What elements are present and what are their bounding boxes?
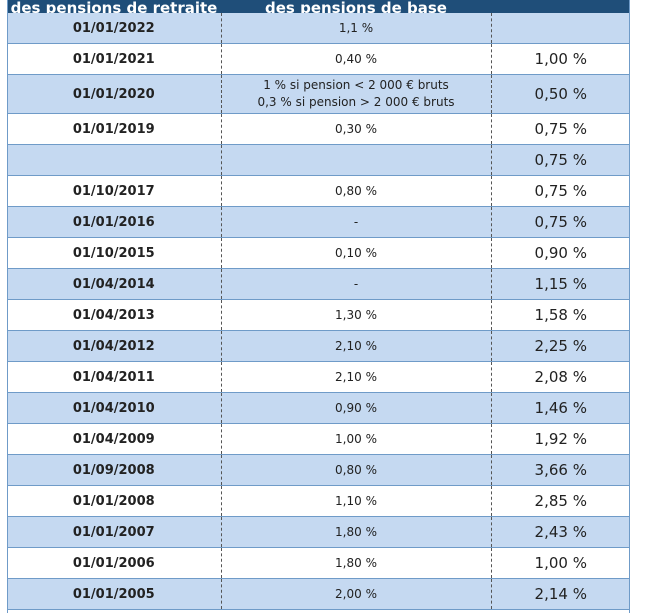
base-rate-cell: 0,80 % — [220, 175, 491, 207]
complementary-rate-cell: 2,08 % — [490, 361, 630, 393]
table-row: 01/01/2007 1,80 % 2,43 % — [7, 516, 630, 548]
base-rate-cell: 0,30 % — [220, 113, 491, 145]
date-cell: 01/04/2009 — [7, 423, 221, 455]
complementary-rate-cell: 0,75 % — [490, 144, 630, 176]
base-rate-cell: 1,80 % — [220, 516, 491, 548]
table-row: 01/09/2008 0,80 % 3,66 % — [7, 454, 630, 486]
table-row: 01/01/2020 1 % si pension < 2 000 € bruts… — [7, 74, 630, 114]
table-row: 01/01/2006 1,80 % 1,00 % — [7, 547, 630, 579]
date-cell: 01/01/2005 — [7, 578, 221, 610]
date-cell: 01/01/2020 — [7, 74, 221, 114]
table-row: 01/04/2009 1,00 % 1,92 % — [7, 423, 630, 455]
complementary-rate-cell: 0,75 % — [490, 206, 630, 238]
table-row: 01/01/2008 1,10 % 2,85 % — [7, 485, 630, 517]
complementary-rate-cell: 1,58 % — [490, 299, 630, 331]
base-rate-cell: 1,10 % — [220, 485, 491, 517]
table-row: 01/10/2015 0,10 % 0,90 % — [7, 237, 630, 269]
table-header-row: des pensions de retraite des pensions de… — [7, 0, 630, 13]
header-base: des pensions de base — [221, 0, 491, 13]
header-complementary — [491, 0, 630, 13]
table-row: 01/04/2014-1,15 % — [7, 268, 630, 300]
complementary-rate-cell: 1,00 % — [490, 547, 630, 579]
revaluation-table: des pensions de retraite des pensions de… — [7, 0, 630, 610]
table-row: 01/04/2011 2,10 % 2,08 % — [7, 361, 630, 393]
table-row: 01/01/2022 1,1 % — [7, 13, 630, 44]
table-row: 01/01/2021 0,40 % 1,00 % — [7, 43, 630, 75]
base-rate-cell: 1,80 % — [220, 547, 491, 579]
complementary-rate-cell: 2,25 % — [490, 330, 630, 362]
date-cell: 01/01/2016 — [7, 206, 221, 238]
complementary-rate-cell: 1,00 % — [490, 43, 630, 75]
date-cell: 01/01/2022 — [7, 13, 221, 44]
base-rate-cell: 2,00 % — [220, 578, 491, 610]
base-rate-cell: 1,00 % — [220, 423, 491, 455]
base-rate-cell — [220, 144, 491, 176]
date-cell: 01/01/2008 — [7, 485, 221, 517]
date-cell: 01/10/2017 — [7, 175, 221, 207]
table-row: 01/01/2005 2,00 % 2,14 % — [7, 578, 630, 610]
complementary-rate-cell — [490, 13, 630, 44]
base-rate-cell: 1,1 % — [220, 13, 491, 44]
date-cell: 01/04/2013 — [7, 299, 221, 331]
complementary-rate-cell: 1,92 % — [490, 423, 630, 455]
table-row: 01/01/2019 0,30 % 0,75 % — [7, 113, 630, 145]
complementary-rate-cell: 0,50 % — [490, 74, 630, 114]
date-cell — [7, 144, 221, 176]
date-cell: 01/01/2006 — [7, 547, 221, 579]
revaluation-table-container: des pensions de retraite des pensions de… — [7, 0, 630, 610]
date-cell: 01/04/2014 — [7, 268, 221, 300]
base-rate-cell: 1,30 % — [220, 299, 491, 331]
base-rate-cell: 0,80 % — [220, 454, 491, 486]
base-rate-cell: 0,40 % — [220, 43, 491, 75]
base-rate-cell: 1 % si pension < 2 000 € bruts 0,3 % si p… — [220, 74, 491, 114]
table-row: 01/01/2016-0,75 % — [7, 206, 630, 238]
date-cell: 01/04/2012 — [7, 330, 221, 362]
base-rate-line: 0,3 % si pension > 2 000 € bruts — [257, 95, 455, 109]
date-cell: 01/01/2007 — [7, 516, 221, 548]
table-row: 01/04/2010 0,90 % 1,46 % — [7, 392, 630, 424]
table-body: 01/01/2022 1,1 % 01/01/2021 0,40 % 1,00 % 01/… — [7, 13, 630, 610]
header-base-label: des pensions de base — [265, 0, 447, 14]
date-cell: 01/01/2019 — [7, 113, 221, 145]
base-rate-cell: 0,90 % — [220, 392, 491, 424]
table-row: 01/10/2017 0,80 % 0,75 % — [7, 175, 630, 207]
base-rate-cell: 0,10 % — [220, 237, 491, 269]
complementary-rate-cell: 3,66 % — [490, 454, 630, 486]
complementary-rate-cell: 2,43 % — [490, 516, 630, 548]
base-rate-cell: - — [220, 206, 491, 238]
base-rate-cell: 2,10 % — [220, 361, 491, 393]
base-rate-cell: 2,10 % — [220, 330, 491, 362]
base-rate-cell: - — [220, 268, 491, 300]
complementary-rate-cell: 2,85 % — [490, 485, 630, 517]
complementary-rate-cell: 1,15 % — [490, 268, 630, 300]
date-cell: 01/10/2015 — [7, 237, 221, 269]
date-cell: 01/01/2021 — [7, 43, 221, 75]
complementary-rate-cell: 0,90 % — [490, 237, 630, 269]
complementary-rate-cell: 1,46 % — [490, 392, 630, 424]
complementary-rate-cell: 0,75 % — [490, 175, 630, 207]
header-date: des pensions de retraite — [7, 0, 221, 13]
complementary-rate-cell: 2,14 % — [490, 578, 630, 610]
table-row: 01/04/2012 2,10 % 2,25 % — [7, 330, 630, 362]
table-row: 01/04/2013 1,30 % 1,58 % — [7, 299, 630, 331]
date-cell: 01/09/2008 — [7, 454, 221, 486]
date-cell: 01/04/2011 — [7, 361, 221, 393]
base-rate-line: 1 % si pension < 2 000 € bruts — [263, 78, 449, 92]
header-date-label: des pensions de retraite — [10, 0, 218, 14]
date-cell: 01/04/2010 — [7, 392, 221, 424]
complementary-rate-cell: 0,75 % — [490, 113, 630, 145]
table-row: 0,75 % — [7, 144, 630, 176]
